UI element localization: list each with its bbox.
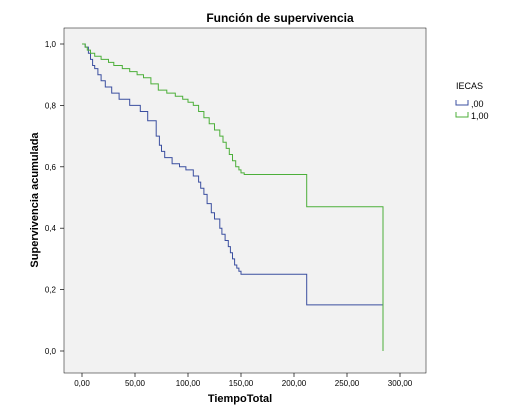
series-line-2 <box>82 43 384 351</box>
x-tick-label: 0,00 <box>74 379 90 388</box>
series-group <box>82 43 384 351</box>
y-tick-label: 0,4 <box>45 224 57 233</box>
x-tick-label: 200,00 <box>282 379 307 388</box>
legend-label-1: ,00 <box>471 99 484 109</box>
x-tick-label: 300,00 <box>388 379 413 388</box>
y-tick-label: 0,6 <box>45 163 57 172</box>
x-tick-label: 250,00 <box>335 379 360 388</box>
legend-label-2: 1,00 <box>471 111 489 121</box>
x-tick-label: 50,00 <box>125 379 146 388</box>
axes: 0,00 50,00 100,00 150,00 200,00 250,00 300,00 0… <box>45 40 413 388</box>
y-tick-label: 0,0 <box>45 347 57 356</box>
y-tick-label: 1,0 <box>45 40 57 49</box>
x-tick-label: 150,00 <box>229 379 254 388</box>
legend-swatch-1 <box>455 100 469 106</box>
y-tick-label: 0,2 <box>45 286 57 295</box>
x-tick-label: 100,00 <box>176 379 201 388</box>
legend-title: IECAS <box>456 81 483 91</box>
x-axis-label: TiempoTotal <box>208 393 272 405</box>
y-tick-label: 0,8 <box>45 101 57 110</box>
legend-swatch-2 <box>455 112 469 118</box>
series-line-1 <box>82 43 384 351</box>
legend: IECAS ,00 1,00 <box>455 81 489 121</box>
chart-title: Función de supervivencia <box>206 11 354 25</box>
plot-area <box>63 27 427 374</box>
y-axis-label: Supervivencia acumulada <box>29 132 41 268</box>
